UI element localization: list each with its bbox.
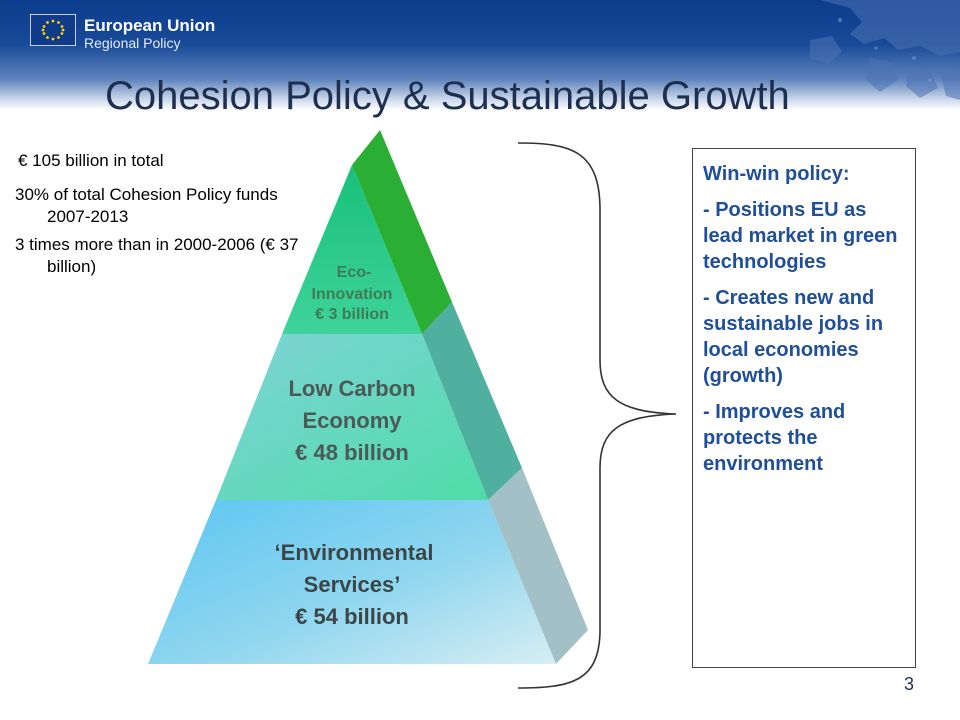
stat-total: € 105 billion in total xyxy=(18,151,164,170)
tier-middle-line-3: € 48 billion xyxy=(295,440,409,465)
europe-map-decoration xyxy=(810,0,960,100)
tier-top-line-2: Innovation xyxy=(312,286,393,303)
pyramid-tier-middle xyxy=(216,334,488,500)
slide-title: Cohesion Policy & Sustainable Growth xyxy=(105,74,790,118)
textbox-point-1: - Positions EU as lead market in green t… xyxy=(703,199,898,273)
pyramid-tier-bottom xyxy=(148,500,556,664)
tier-bottom-line-3: € 54 billion xyxy=(295,604,409,629)
brand-line-2: Regional Policy xyxy=(84,35,181,51)
pyramid-tier-top xyxy=(282,165,422,334)
header-banner: European Union Regional Policy xyxy=(0,0,960,110)
tier-bottom-line-1: ‘Environmental xyxy=(275,540,434,565)
funding-stats: € 105 billion in total 30% of total Cohe… xyxy=(15,150,305,284)
tier-bottom-line-2: Services’ xyxy=(304,572,401,597)
textbox-heading: Win-win policy: xyxy=(703,163,850,185)
curly-brace xyxy=(517,142,677,689)
textbox-point-2: - Creates new and sustainable jobs in lo… xyxy=(703,287,884,387)
brand-line-1: European Union xyxy=(84,16,216,35)
pyramid-side-middle xyxy=(422,302,522,500)
textbox-point-3: - Improves and protects the environment xyxy=(703,401,846,475)
eu-flag-logo xyxy=(30,14,76,46)
brand-name: European Union Regional Policy xyxy=(84,16,215,52)
stat-comparison: 3 times more than in 2000-2006 (€ 37 bil… xyxy=(15,235,299,276)
tier-top-line-3: € 3 billion xyxy=(315,306,389,323)
tier-top-line-1: Eco- xyxy=(337,264,372,281)
tier-middle-line-2: Economy xyxy=(302,408,402,433)
tier-middle-line-1: Low Carbon xyxy=(288,376,415,401)
pyramid-side-bottom xyxy=(488,468,588,664)
pyramid-side-top xyxy=(352,130,452,334)
page-number: 3 xyxy=(904,674,915,694)
stat-share: 30% of total Cohesion Policy funds 2007-… xyxy=(15,185,278,226)
win-win-textbox: Win-win policy: - Positions EU as lead m… xyxy=(692,148,916,668)
